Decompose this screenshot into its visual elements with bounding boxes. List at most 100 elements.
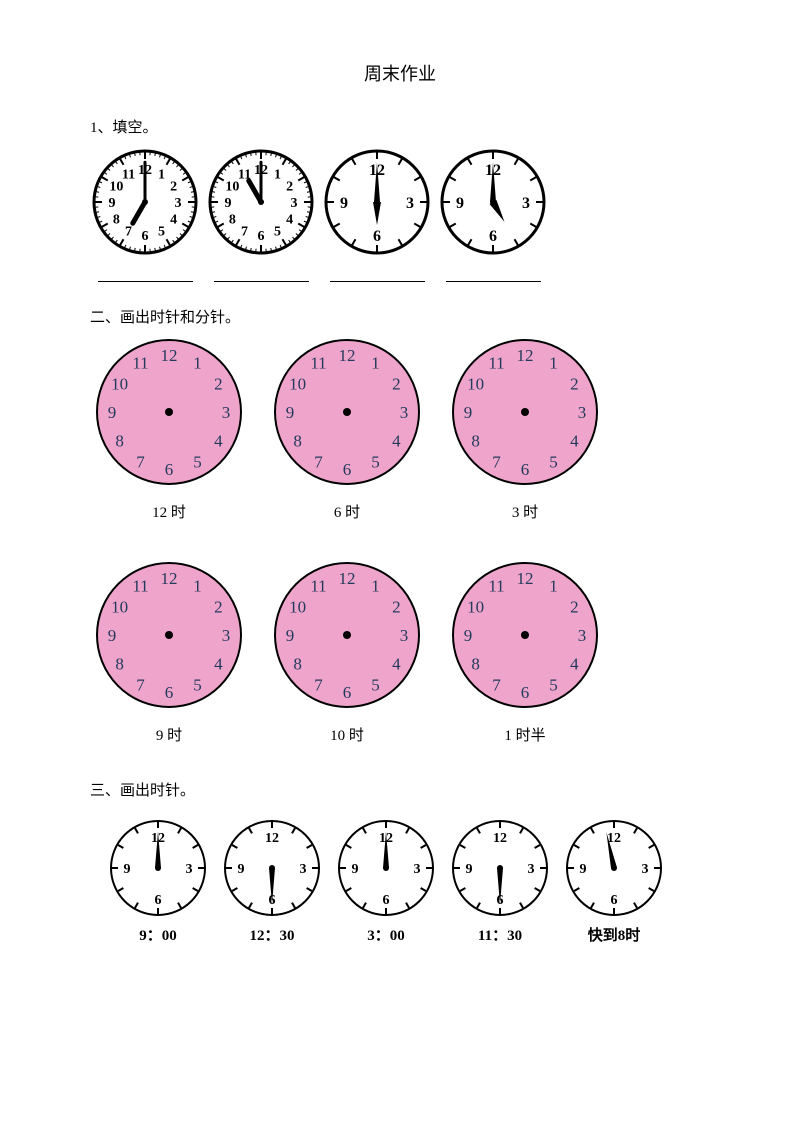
clock-minute-only[interactable]: 36912 — [450, 818, 550, 918]
svg-text:7: 7 — [314, 675, 323, 694]
svg-text:3: 3 — [222, 626, 231, 645]
svg-text:7: 7 — [314, 452, 323, 471]
answer-blank[interactable] — [98, 263, 193, 282]
clock-minute-only[interactable]: 36912 — [336, 818, 436, 918]
q2-clock-cell: 1234567891011126 时 — [272, 337, 422, 522]
clock-minute-only[interactable]: 36912 — [108, 818, 208, 918]
svg-text:8: 8 — [471, 432, 480, 451]
svg-text:1: 1 — [549, 577, 558, 596]
q3-prompt: 三、画出时针。 — [90, 779, 710, 800]
svg-text:9: 9 — [108, 403, 117, 422]
q3-clock-cell: 369123：00 — [336, 818, 436, 945]
svg-text:5: 5 — [371, 452, 380, 471]
q2-clock-cell: 1234567891011129 时 — [94, 560, 244, 745]
svg-text:2: 2 — [570, 375, 579, 394]
svg-text:10: 10 — [289, 375, 306, 394]
clock-minute-only[interactable]: 36912 — [564, 818, 664, 918]
svg-text:2: 2 — [392, 598, 401, 617]
svg-text:5: 5 — [193, 675, 202, 694]
clock-label: 3 时 — [512, 501, 538, 522]
svg-text:3: 3 — [642, 862, 649, 877]
clock-face: 36912 — [438, 147, 548, 257]
q3-clock-cell: 36912 11：30 — [450, 818, 550, 945]
svg-text:11: 11 — [122, 167, 135, 182]
svg-text:11: 11 — [488, 354, 504, 373]
svg-text:12: 12 — [265, 831, 279, 846]
clock-label: 10 时 — [330, 724, 364, 745]
svg-text:9: 9 — [352, 862, 359, 877]
svg-text:5: 5 — [274, 225, 281, 240]
blank-clock-face[interactable]: 123456789101112 — [94, 560, 244, 710]
svg-text:2: 2 — [286, 180, 293, 195]
svg-text:7: 7 — [492, 675, 501, 694]
blank-clock-face[interactable]: 123456789101112 — [94, 337, 244, 487]
q1-prompt: 1、填空。 — [90, 116, 710, 137]
svg-text:11: 11 — [488, 577, 504, 596]
svg-text:8: 8 — [471, 655, 480, 674]
svg-text:9: 9 — [238, 862, 245, 877]
svg-text:9: 9 — [108, 626, 117, 645]
clock-time-label: 12：30 — [249, 924, 294, 945]
svg-text:9: 9 — [580, 862, 587, 877]
svg-text:12: 12 — [517, 569, 534, 588]
svg-text:7: 7 — [125, 225, 132, 240]
svg-text:3: 3 — [186, 862, 193, 877]
svg-text:11: 11 — [132, 577, 148, 596]
svg-text:1: 1 — [549, 354, 558, 373]
blank-clock-face[interactable]: 123456789101112 — [450, 560, 600, 710]
blank-clock-face[interactable]: 123456789101112 — [450, 337, 600, 487]
q2-clock-row-2: 1234567891011129 时12345678910111210 时123… — [94, 560, 710, 745]
svg-text:4: 4 — [392, 655, 401, 674]
svg-text:3: 3 — [578, 403, 587, 422]
svg-text:9: 9 — [225, 196, 232, 211]
answer-blank[interactable] — [446, 263, 541, 282]
clock-time-label: 11：30 — [478, 924, 522, 945]
svg-text:3: 3 — [528, 862, 535, 877]
clock-minute-only[interactable]: 36912 — [222, 818, 322, 918]
svg-text:4: 4 — [392, 432, 401, 451]
svg-text:9: 9 — [464, 626, 473, 645]
svg-text:5: 5 — [193, 452, 202, 471]
clock-time-label: 9：00 — [139, 924, 177, 945]
answer-blank[interactable] — [330, 263, 425, 282]
svg-text:11: 11 — [132, 354, 148, 373]
svg-text:3: 3 — [300, 862, 307, 877]
page-title: 周末作业 — [90, 60, 710, 86]
svg-text:3: 3 — [175, 196, 182, 211]
svg-text:9: 9 — [456, 195, 464, 212]
svg-text:4: 4 — [570, 655, 579, 674]
svg-text:5: 5 — [549, 452, 558, 471]
svg-text:10: 10 — [467, 598, 484, 617]
blank-clock-face[interactable]: 123456789101112 — [272, 560, 422, 710]
svg-text:1: 1 — [193, 577, 202, 596]
svg-text:6: 6 — [343, 460, 352, 479]
svg-text:2: 2 — [392, 375, 401, 394]
svg-text:6: 6 — [611, 893, 618, 908]
clock-time-label: 快到8时 — [588, 924, 641, 945]
svg-text:2: 2 — [214, 598, 223, 617]
clock-face: 123456789101112 — [206, 147, 316, 257]
svg-text:3: 3 — [291, 196, 298, 211]
svg-text:3: 3 — [406, 195, 414, 212]
svg-text:6: 6 — [343, 683, 352, 702]
blank-clock-face[interactable]: 123456789101112 — [272, 337, 422, 487]
svg-text:6: 6 — [521, 460, 530, 479]
svg-text:9: 9 — [124, 862, 131, 877]
svg-text:4: 4 — [570, 432, 579, 451]
svg-text:3: 3 — [222, 403, 231, 422]
svg-text:10: 10 — [467, 375, 484, 394]
q2-clock-row-1: 12345678910111212 时1234567891011126 时123… — [94, 337, 710, 522]
svg-text:12: 12 — [493, 831, 507, 846]
q1-clock-cell: 123456789101112 — [206, 147, 316, 282]
svg-text:8: 8 — [293, 655, 302, 674]
svg-text:11: 11 — [310, 577, 326, 596]
q2-prompt: 二、画出时针和分针。 — [90, 306, 710, 327]
q3-clock-cell: 36912快到8时 — [564, 818, 664, 945]
q1-clock-cell: 36912 — [438, 147, 548, 282]
answer-blank[interactable] — [214, 263, 309, 282]
svg-text:7: 7 — [492, 452, 501, 471]
svg-text:3: 3 — [414, 862, 421, 877]
svg-text:6: 6 — [258, 229, 265, 244]
clock-face: 36912 — [322, 147, 432, 257]
svg-text:3: 3 — [400, 403, 409, 422]
